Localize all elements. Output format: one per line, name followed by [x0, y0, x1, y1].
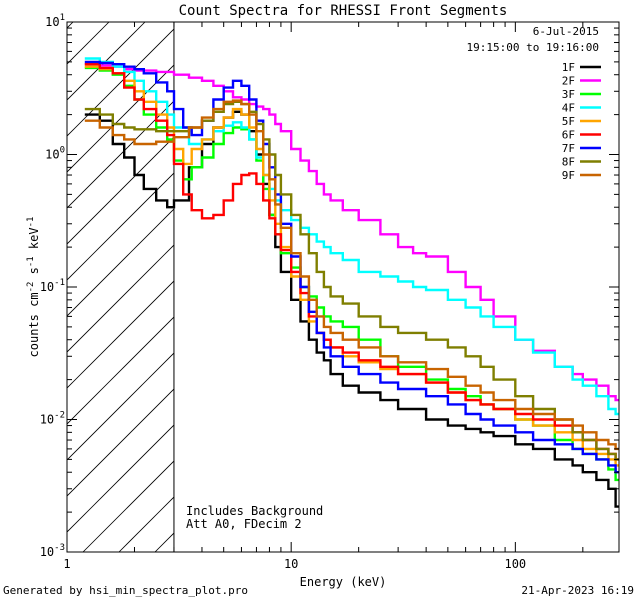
hatched-background-region [67, 22, 174, 552]
series-3F [84, 66, 619, 482]
x-axis-label: Energy (keV) [300, 575, 387, 589]
y-tick-exponent: 0 [60, 146, 65, 156]
series-1F [84, 110, 619, 508]
series-6F [84, 63, 619, 461]
legend-label-9F: 9F [562, 169, 575, 182]
legend-label-8F: 8F [562, 156, 575, 169]
y-axis-label-main: counts cm [27, 292, 41, 357]
annotation-attenuator: Att A0, FDecim 2 [186, 517, 302, 531]
y-axis-label-mid2: keV [27, 227, 41, 256]
y-tick-exponent: 1 [60, 13, 65, 23]
hatch-line [67, 388, 174, 497]
legend-label-4F: 4F [562, 102, 575, 115]
y-tick-exponent: -2 [54, 411, 65, 421]
y-tick-label: 101 [45, 13, 65, 29]
y-tick-label: 10-2 [40, 411, 65, 427]
chart-title: Count Spectra for RHESSI Front Segments [179, 3, 508, 19]
y-axis-label-sup1: -2 [26, 282, 36, 293]
y-axis-label-sup2: -1 [26, 256, 36, 267]
hatch-line [82, 460, 174, 552]
footer-timestamp: 21-Apr-2023 16:19 [521, 584, 634, 597]
y-axis-label: counts cm-2 s-1 keV-1 [26, 217, 41, 358]
annotation-background: Includes Background [186, 504, 323, 518]
y-tick-base: 10 [40, 545, 54, 559]
axis-ticks [66, 22, 619, 553]
legend-label-2F: 2F [562, 75, 575, 88]
legend-label-6F: 6F [562, 129, 575, 142]
y-tick-exponent: -3 [54, 543, 65, 553]
legend-label-7F: 7F [562, 142, 575, 155]
date-label: 6-Jul-2015 [533, 25, 599, 38]
y-tick-base: 10 [40, 413, 54, 427]
series-7F [84, 60, 619, 474]
hatch-line [67, 64, 174, 173]
x-tick-label: 100 [504, 557, 526, 571]
series-4F [84, 57, 619, 416]
y-tick-exponent: -1 [54, 278, 65, 288]
footer-generated-by: Generated by hsi_min_spectra_plot.pro [3, 584, 249, 597]
y-axis-label-sup3: -1 [26, 217, 36, 228]
series-5F [84, 65, 619, 467]
hatch-line [67, 208, 174, 317]
y-tick-label: 10-1 [40, 278, 65, 294]
y-tick-label: 10-3 [40, 543, 65, 559]
legend-label-3F: 3F [562, 88, 575, 101]
y-axis-label-mid1: s [27, 267, 41, 281]
series-layer [84, 22, 619, 552]
time-range-label: 19:15:00 to 19:16:00 [467, 41, 599, 54]
hatch-line [67, 244, 174, 353]
y-tick-base: 10 [45, 148, 59, 162]
hatch-line [67, 100, 174, 209]
y-tick-base: 10 [40, 280, 54, 294]
hatch-line [67, 28, 174, 137]
x-tick-labels: 1 10 100 [63, 557, 526, 571]
hatch-line [67, 424, 174, 533]
legend-label-1F: 1F [562, 61, 575, 74]
x-tick-label: 1 [63, 557, 70, 571]
legend-label-5F: 5F [562, 115, 575, 128]
hatch-line [67, 280, 174, 389]
series-8F [84, 100, 619, 461]
x-tick-label: 10 [284, 557, 298, 571]
y-tick-label: 100 [45, 146, 65, 162]
series-9F [84, 99, 619, 451]
y-tick-base: 10 [45, 15, 59, 29]
